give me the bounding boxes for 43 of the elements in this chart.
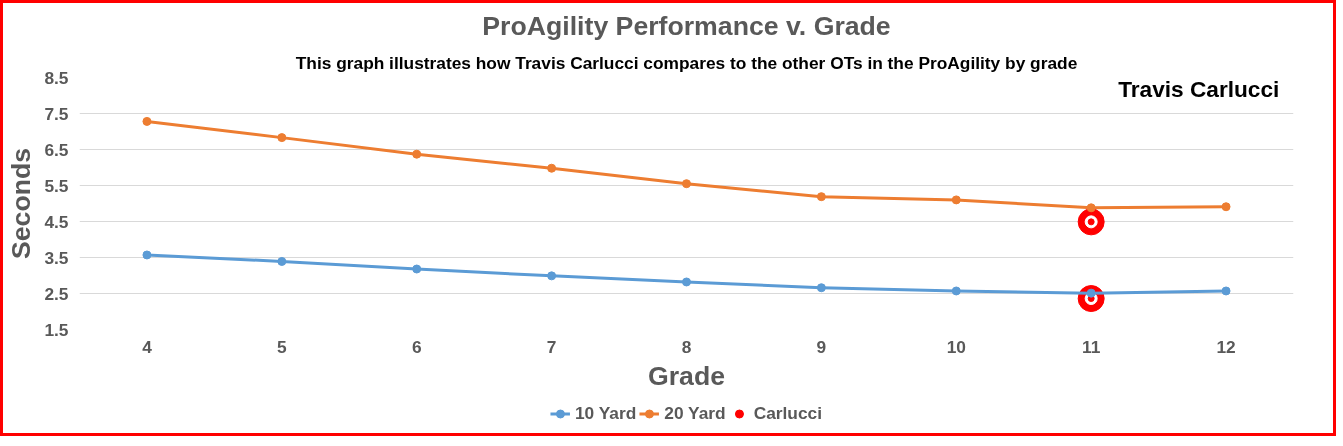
point [412,264,422,274]
legend-label: 20 Yard [664,402,726,424]
x-tick-label: 4 [142,336,153,357]
point [142,250,152,260]
x-tick-label: 5 [277,336,288,357]
y-axis-title: Seconds [6,147,37,260]
legend-label: Carlucci [753,402,823,424]
chart-subtitle: This graph illustrates how Travis Carlucci compares to the other OTs in the ProAgility by grade [295,52,1078,73]
point [412,149,422,159]
x-tick-label: 6 [411,336,422,357]
point [277,256,287,266]
chart-title: ProAgility Performance v. Grade [482,10,891,41]
x-tick-label: 7 [546,336,557,357]
x-tick-label: 9 [816,336,827,357]
point [1221,286,1231,296]
y-tick-label: 4.5 [44,211,69,232]
point [1086,288,1096,298]
x-tick-label: 12 [1216,336,1236,357]
point [1221,202,1231,212]
point [816,192,826,202]
y-tick-label: 7.5 [44,103,69,124]
y-tick-label: 6.5 [44,139,69,160]
x-axis-title: Grade [647,360,726,391]
point [816,283,826,293]
point [951,195,961,205]
y-tick-label: 5.5 [44,175,69,196]
y-tick-label: 3.5 [44,247,69,268]
x-tick-label: 11 [1082,336,1101,357]
legend-label: 10 Yard [574,402,637,424]
annotation: Travis Carlucci [1118,75,1280,102]
y-tick-label: 1.5 [44,319,69,340]
point [682,277,691,287]
point [682,179,691,189]
x-tick-label: 10 [946,336,966,357]
point [277,133,287,143]
y-tick-label: 2.5 [44,283,69,304]
point [547,163,557,173]
point [142,116,152,126]
point [951,286,961,296]
point [1086,203,1096,213]
point [547,271,557,281]
y-tick-label: 8.5 [44,67,69,88]
x-tick-label: 8 [681,336,692,357]
